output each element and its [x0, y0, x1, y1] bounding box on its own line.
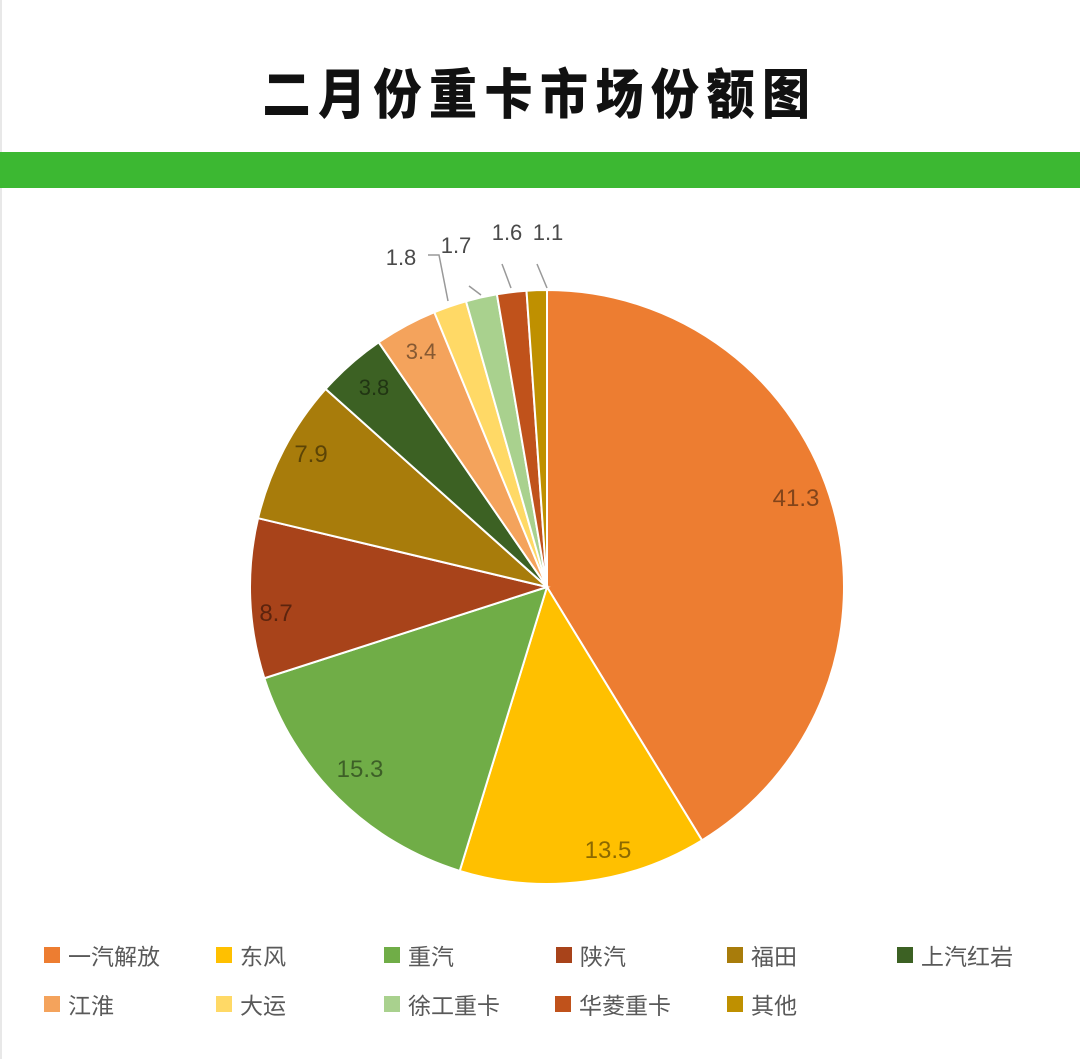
- svg-text:1.6: 1.6: [492, 220, 523, 245]
- svg-text:1.1: 1.1: [533, 220, 564, 245]
- svg-text:13.5: 13.5: [585, 837, 632, 864]
- svg-text:41.3: 41.3: [773, 485, 820, 512]
- svg-text:3.4: 3.4: [406, 339, 437, 364]
- svg-text:3.8: 3.8: [359, 375, 390, 400]
- svg-text:7.9: 7.9: [294, 441, 327, 468]
- svg-text:1.8: 1.8: [386, 245, 417, 270]
- svg-text:1.7: 1.7: [441, 233, 472, 258]
- svg-text:15.3: 15.3: [337, 756, 384, 783]
- svg-text:8.7: 8.7: [259, 600, 292, 627]
